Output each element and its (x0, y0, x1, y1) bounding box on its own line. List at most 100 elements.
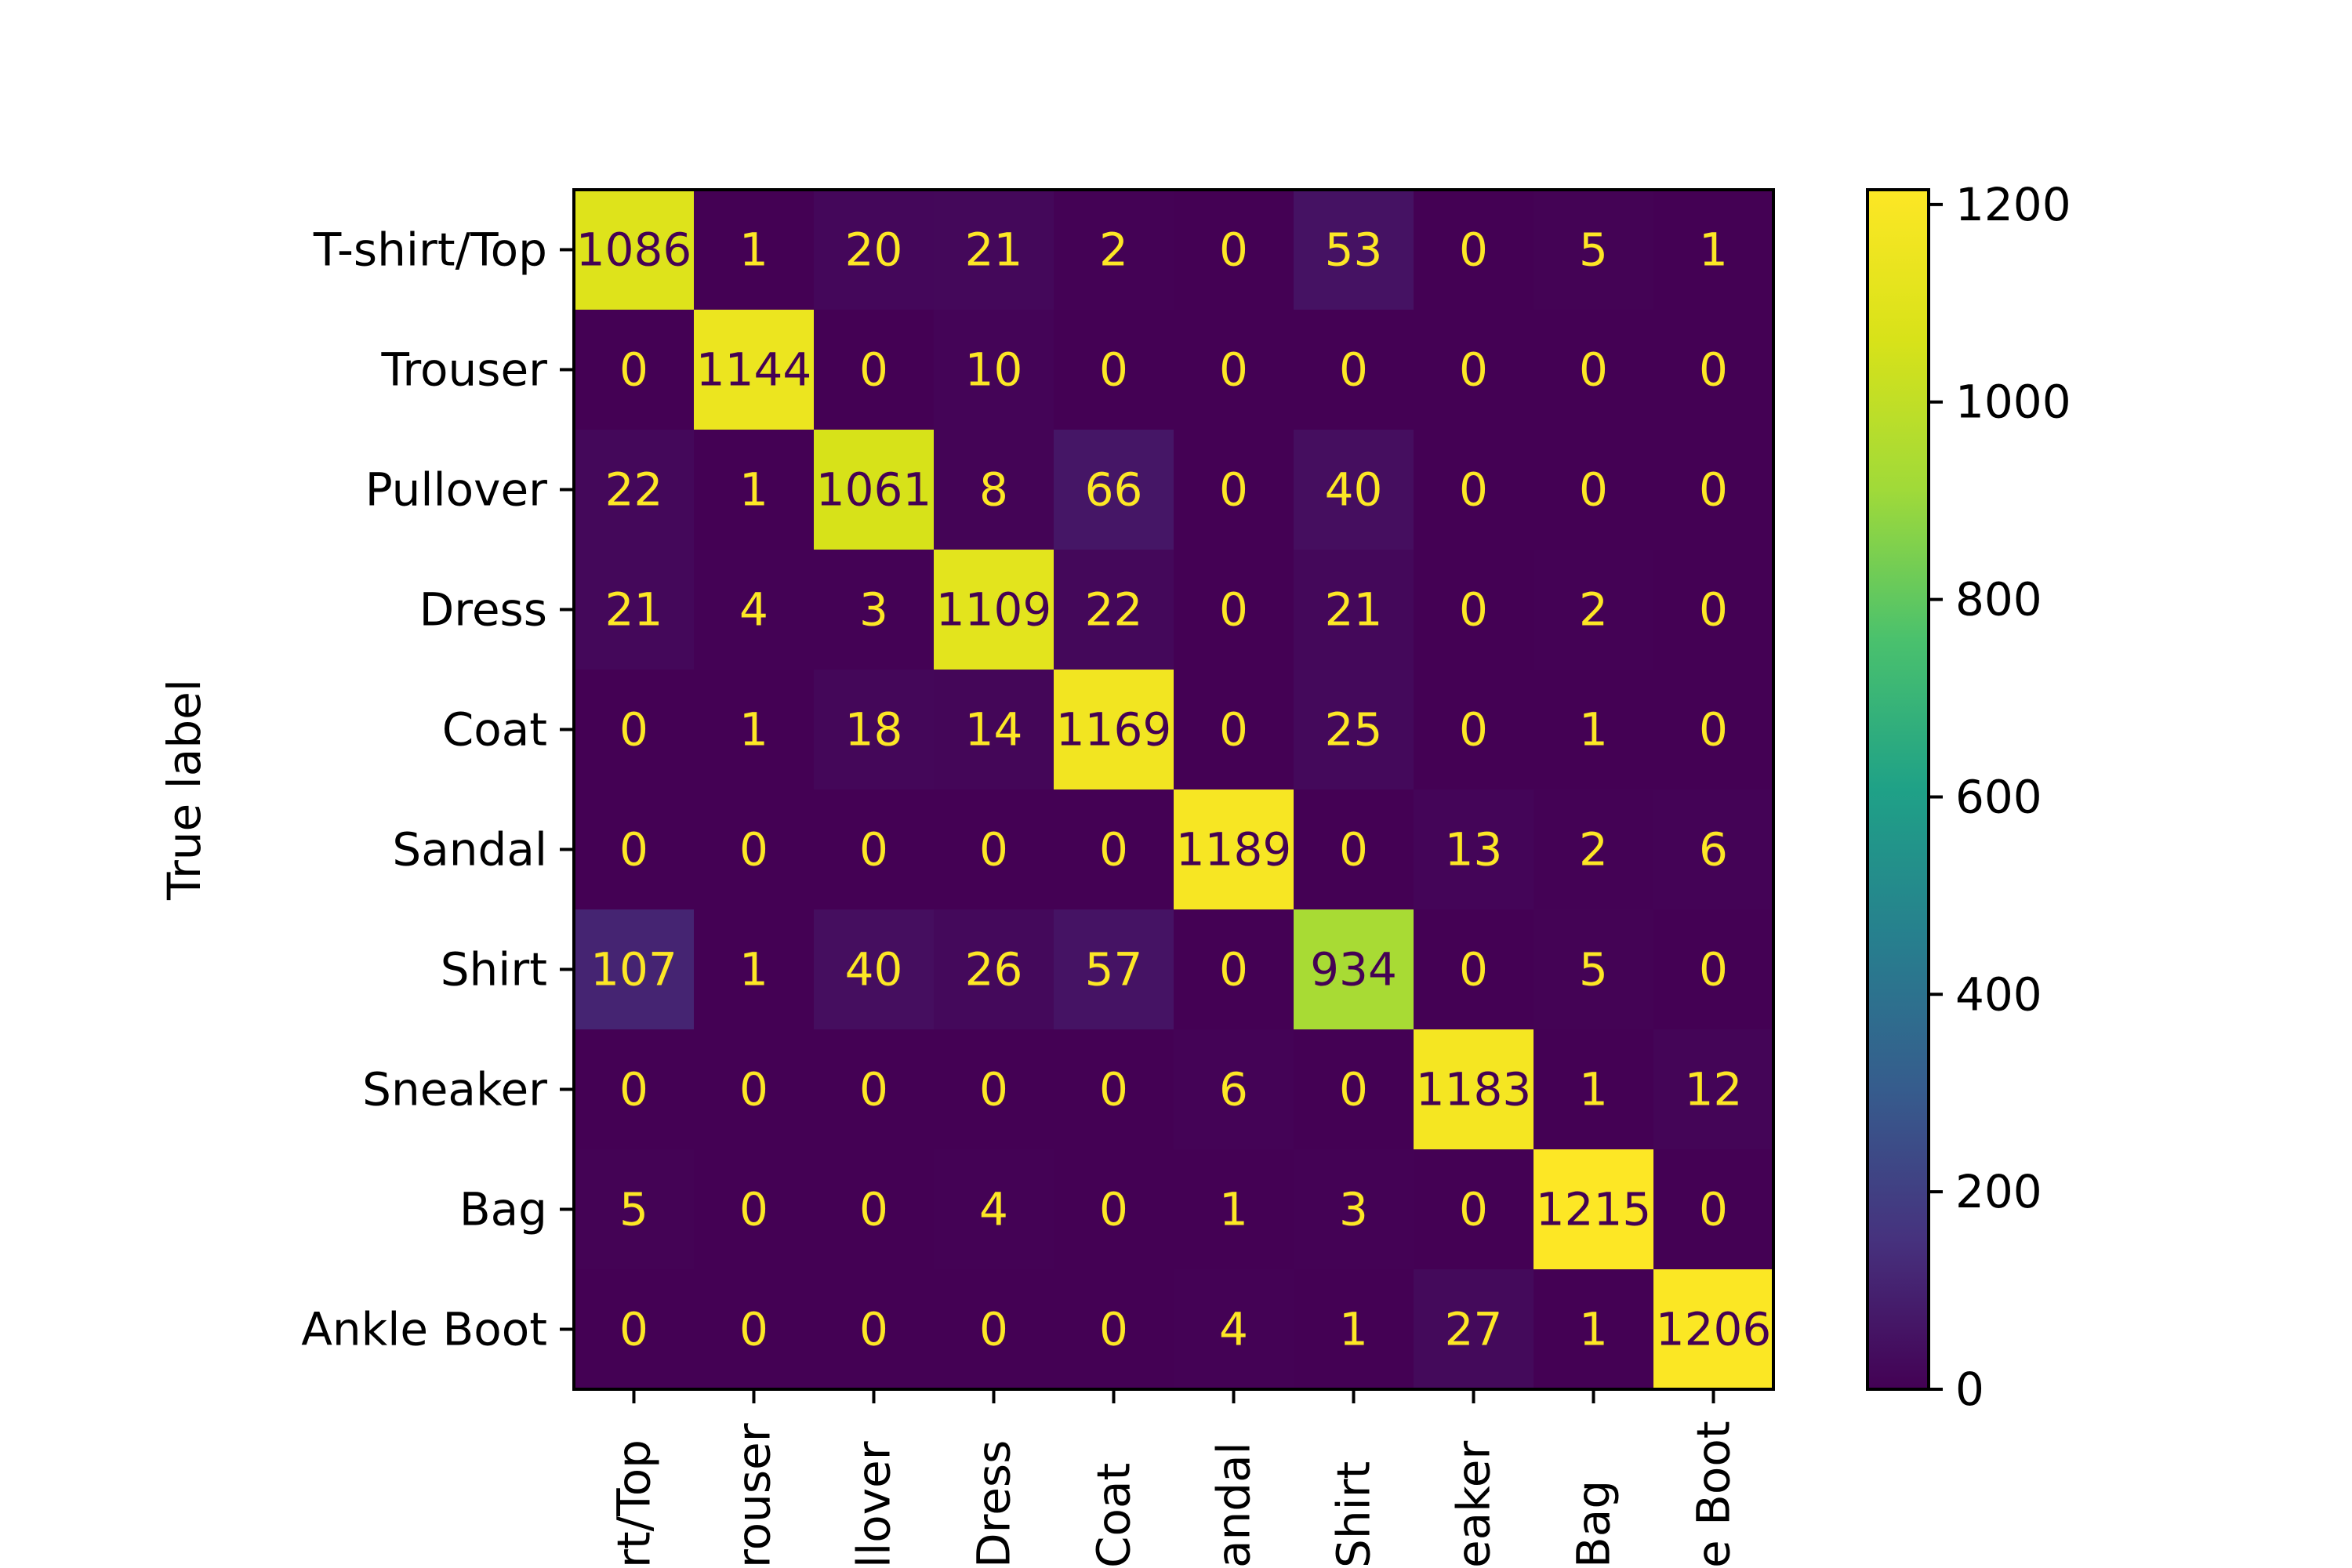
heatmap-cell (574, 190, 695, 310)
heatmap-cell (934, 310, 1054, 430)
heatmap-cell (694, 1269, 815, 1390)
cell-value-label: 0 (619, 823, 648, 877)
heatmap-cell (814, 190, 935, 310)
cell-value-label: 0 (1339, 1063, 1368, 1116)
cell-value-label: 1206 (1656, 1303, 1772, 1356)
heatmap-cell (1653, 190, 1774, 310)
cell-value-label: 1 (739, 463, 768, 517)
heatmap-cell (934, 1029, 1054, 1150)
cell-value-label: 0 (979, 1063, 1008, 1116)
heatmap-cell (1174, 909, 1294, 1030)
x-tick-label: Dress (967, 1440, 1021, 1568)
y-axis-ticks: T-shirt/Top Trouser Pullover Dress Coat Sanda… (301, 223, 574, 1356)
cell-value-label: 1 (739, 703, 768, 757)
cell-value-label: 20 (845, 223, 903, 277)
heatmap-cell (1054, 1029, 1174, 1150)
heatmap-cell (1174, 190, 1294, 310)
cell-value-label: 5 (619, 1183, 648, 1236)
heatmap-cell (1414, 310, 1534, 430)
cell-value-label: 53 (1325, 223, 1383, 277)
heatmap-cell (1414, 670, 1534, 790)
cell-value-label: 22 (605, 463, 663, 517)
heatmap-cell (1414, 550, 1534, 670)
heatmap-cell (934, 1149, 1054, 1270)
cell-value-label: 0 (1459, 1183, 1488, 1236)
cell-value-label: 0 (1339, 343, 1368, 397)
heatmap-cell (1294, 1029, 1414, 1150)
heatmap-cell (574, 1269, 695, 1390)
heatmap-cell (694, 550, 815, 670)
heatmap-cell (574, 310, 695, 430)
cell-value-label: 0 (619, 1063, 648, 1116)
cell-value-label: 0 (1099, 1303, 1128, 1356)
cell-value-label: 1 (739, 943, 768, 996)
cell-value-label: 0 (1099, 343, 1128, 397)
heatmap-cell (1534, 1269, 1654, 1390)
cell-value-label: 0 (1699, 1183, 1728, 1236)
cell-value-label: 1169 (1056, 703, 1172, 757)
heatmap-cell (814, 430, 935, 550)
cell-value-label: 66 (1085, 463, 1143, 517)
heatmap-cell (1294, 550, 1414, 670)
heatmap-cell (1054, 909, 1174, 1030)
heatmap-cell (1653, 909, 1774, 1030)
heatmap-cell (1174, 430, 1294, 550)
colorbar-tick-label: 200 (1955, 1165, 2042, 1218)
cell-value-label: 21 (965, 223, 1023, 277)
heatmap-cell (694, 190, 815, 310)
heatmap-cell (1414, 909, 1534, 1030)
y-axis-label: True label (158, 679, 211, 901)
y-tick-label: Trouser (381, 343, 548, 397)
heatmap-cell (814, 789, 935, 910)
y-tick-label: Sneaker (362, 1063, 547, 1116)
y-tick-label: Shirt (441, 943, 547, 996)
cell-value-label: 0 (1459, 943, 1488, 996)
heatmap-cell (814, 909, 935, 1030)
cell-value-label: 5 (1579, 943, 1608, 996)
cell-value-label: 0 (1099, 823, 1128, 877)
cell-value-label: 12 (1685, 1063, 1743, 1116)
cell-value-label: 1144 (696, 343, 812, 397)
x-tick-label: Coat (1087, 1463, 1141, 1568)
heatmap-cell (694, 1149, 815, 1270)
heatmap-cell (934, 1269, 1054, 1390)
cell-value-label: 0 (859, 823, 888, 877)
heatmap-cell (1054, 550, 1174, 670)
cell-value-label: 0 (1699, 703, 1728, 757)
heatmap-cell (1653, 550, 1774, 670)
cell-value-label: 27 (1445, 1303, 1503, 1356)
y-tick-label: Ankle Boot (301, 1303, 547, 1356)
cell-value-label: 57 (1085, 943, 1143, 996)
heatmap-cell (694, 909, 815, 1030)
cell-value-label: 5 (1579, 223, 1608, 277)
heatmap-cell (1534, 310, 1654, 430)
heatmap-cell (1054, 190, 1174, 310)
cell-value-label: 0 (1459, 223, 1488, 277)
heatmap-cell (1534, 550, 1654, 670)
heatmap-cell (1174, 310, 1294, 430)
heatmap-cell (1054, 310, 1174, 430)
heatmap-cell (1174, 670, 1294, 790)
cell-value-label: 1 (1699, 223, 1728, 277)
cell-value-label: 21 (1325, 583, 1383, 637)
heatmap-cell (574, 430, 695, 550)
heatmap-cell (1174, 1029, 1294, 1150)
heatmap-cell (1414, 1029, 1534, 1150)
heatmap-cell (1534, 1029, 1654, 1150)
cell-value-label: 14 (965, 703, 1023, 757)
heatmap-cell (1294, 310, 1414, 430)
heatmap-cell (1653, 430, 1774, 550)
heatmap-cell (1653, 1269, 1774, 1390)
cell-value-label: 0 (1219, 943, 1248, 996)
cell-value-label: 0 (1219, 463, 1248, 517)
cell-value-label: 0 (859, 1063, 888, 1116)
colorbar-tick-label: 1000 (1955, 376, 2071, 429)
cell-value-label: 3 (859, 583, 888, 637)
heatmap-cell (1653, 789, 1774, 910)
heatmap-cell (1054, 789, 1174, 910)
heatmap-cell (1414, 1149, 1534, 1270)
cell-value-label: 1 (1579, 1303, 1608, 1356)
cell-value-label: 0 (619, 343, 648, 397)
cell-value-label: 25 (1325, 703, 1383, 757)
heatmap-cell (1534, 1149, 1654, 1270)
